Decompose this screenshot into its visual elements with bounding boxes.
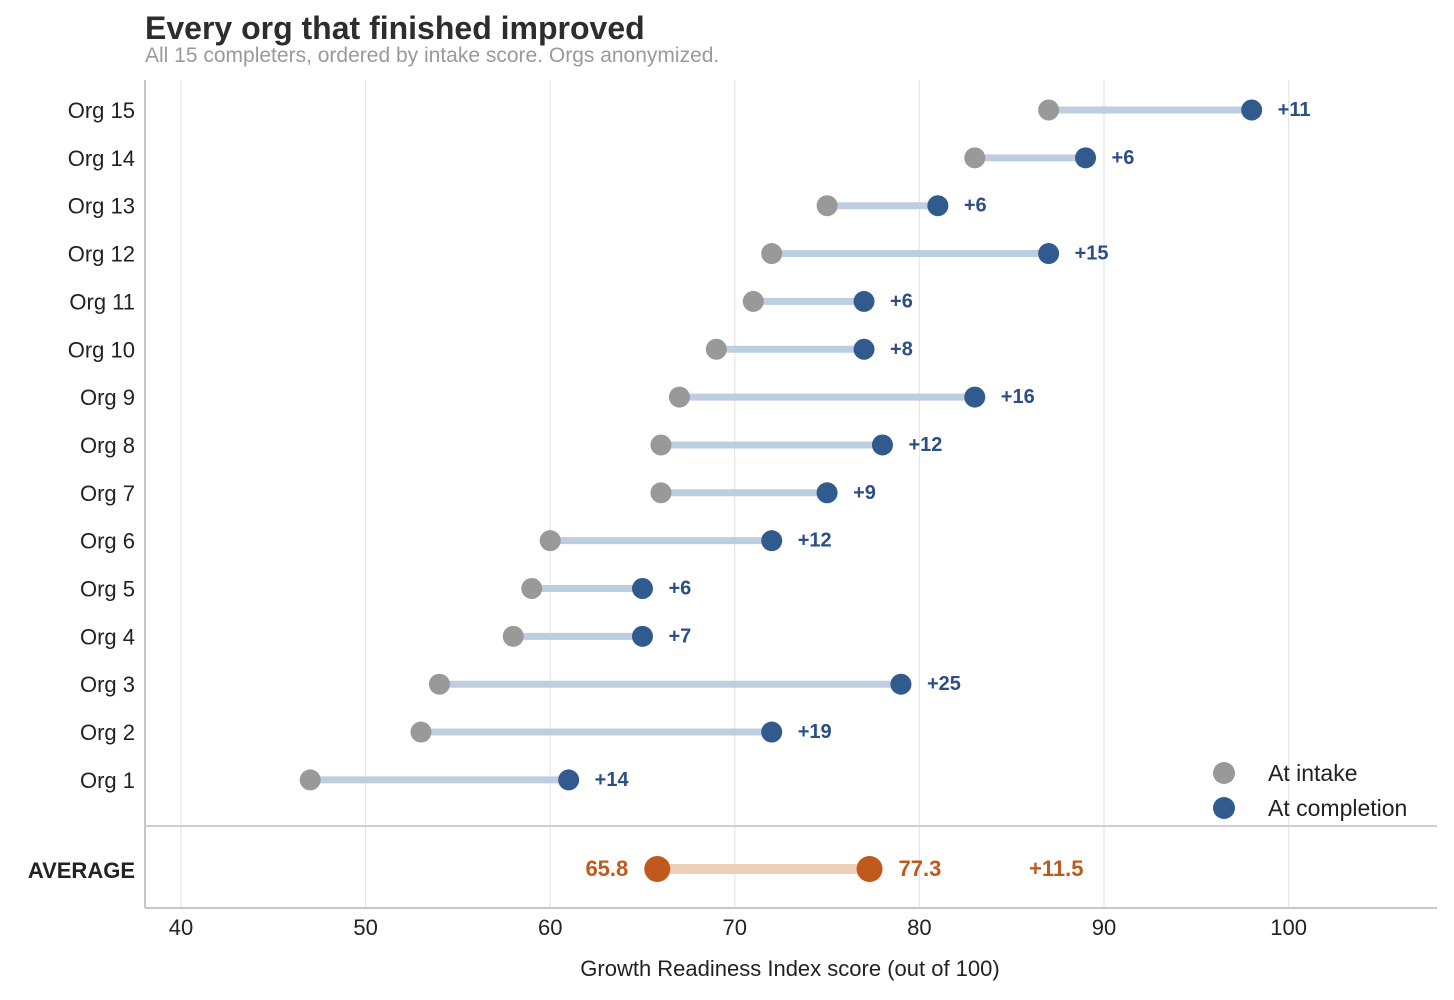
intake-point [761,243,783,265]
org-label: Org 2 [80,720,135,745]
org-label: Org 8 [80,433,135,458]
legend-intake-label: At intake [1268,760,1358,786]
delta-label: +12 [908,434,942,456]
axes: 40 50 60 70 80 90 100 [144,80,1437,940]
delta-label: +15 [1075,243,1109,265]
completion-point [761,530,783,552]
intake-point [816,195,838,217]
delta-label: +19 [798,721,832,743]
labels: Org 15 +11 Org 14 +6 Org 13 +6 Org 12 +15 Org 11… [28,98,1311,883]
chart-subtitle: All 15 completers, ordered by intake sco… [145,44,720,67]
delta-label: +7 [669,625,692,647]
delta-label: +6 [669,578,692,600]
delta-label: +12 [798,530,832,552]
intake-point [1038,99,1060,121]
intake-point [502,625,524,647]
x-tick-label: 100 [1270,915,1307,940]
intake-point [410,721,432,743]
average-label: AVERAGE [28,858,135,883]
delta-label: +6 [1112,147,1135,169]
grid-lines [180,80,1290,908]
delta-label: +9 [853,482,876,504]
connectors [310,106,1252,874]
org-label: Org 9 [80,385,135,410]
completion-point [761,721,783,743]
completion-point [558,769,580,791]
org-label: Org 5 [80,577,135,602]
legend-completion-marker [1213,797,1235,819]
intake-point [650,434,672,456]
delta-label: +16 [1001,386,1035,408]
completion-point [632,625,653,647]
intake-point [668,386,690,408]
org-label: Org 4 [80,624,135,649]
intake-point [705,338,727,360]
completion-point [1075,147,1097,169]
org-label: Org 15 [68,98,135,123]
intake-point [521,578,543,599]
intake-point [428,673,450,695]
x-tick-label: 90 [1092,915,1116,940]
org-label: Org 11 [69,289,135,314]
intake-point [964,147,986,169]
legend-completion-label: At completion [1268,795,1407,821]
org-label: Org 6 [80,529,135,554]
completion-point [853,290,875,312]
x-tick-label: 80 [907,915,931,940]
x-tick-label: 50 [353,915,377,940]
completion-point [853,338,875,360]
delta-label: +11 [1278,99,1311,121]
delta-label: +6 [964,195,987,217]
intake-point [539,530,561,552]
average-completion-point [856,856,883,882]
completion-point [632,578,653,599]
org-label: Org 1 [80,768,135,793]
completion-point [816,482,838,504]
intake-point [299,769,321,791]
completion-point [1038,243,1060,265]
org-label: Org 10 [68,337,135,362]
x-tick-label: 40 [169,915,193,940]
delta-label: +25 [927,673,961,695]
x-tick-label: 70 [723,915,747,940]
average-intake-point [644,856,671,882]
org-label: Org 7 [80,481,135,506]
org-label: Org 14 [68,146,135,171]
data-points [299,99,1263,882]
average-intake-value: 65.8 [585,856,628,881]
completion-point [1241,99,1263,121]
average-completion-value: 77.3 [899,856,942,881]
legend-intake-marker [1213,762,1235,784]
intake-point [650,482,672,504]
average-delta-label: +11.5 [1029,856,1083,881]
org-label: Org 3 [80,672,135,697]
delta-label: +14 [595,769,630,791]
completion-point [964,386,986,408]
delta-label: +6 [890,290,913,312]
intake-point [742,290,764,312]
legend: At intake At completion [1213,760,1407,821]
org-label: Org 13 [68,194,135,219]
x-axis-label: Growth Readiness Index score (out of 100… [580,956,999,981]
org-label: Org 12 [68,242,135,267]
delta-label: +8 [890,338,913,360]
completion-point [927,195,949,217]
chart-title: Every org that finished improved [145,10,645,46]
completion-point [890,673,912,695]
x-tick-label: 60 [538,915,562,940]
completion-point [871,434,893,456]
